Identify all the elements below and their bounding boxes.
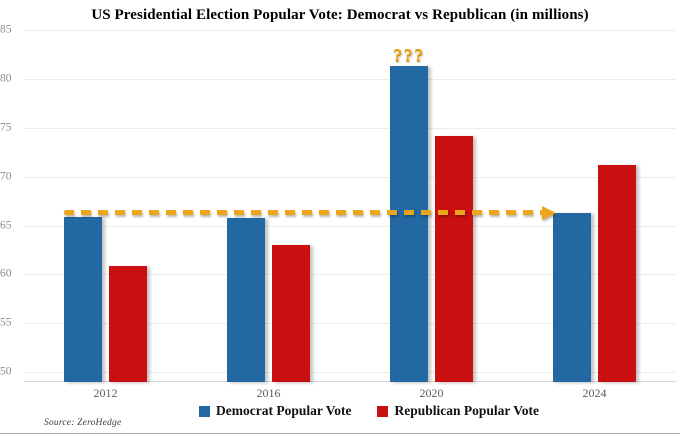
- dashed-trend-arrow: [63, 205, 556, 220]
- bar-group-2020: [350, 30, 513, 382]
- x-axis-tick-labels: 2012 2016 2020 2024: [24, 386, 676, 401]
- gridline-60: [24, 274, 676, 276]
- arrowhead-icon: [541, 205, 556, 220]
- x-axis-line: [24, 381, 676, 382]
- legend-label: Republican Popular Vote: [394, 403, 540, 418]
- democrat-swatch-icon: [198, 405, 210, 417]
- bar-group-2024: [513, 30, 676, 382]
- legend-label: Democrat Popular Vote: [215, 403, 352, 418]
- x-tick-label-2020: 2020: [419, 386, 444, 400]
- gridline-55: [24, 323, 676, 325]
- legend-item-republican: Republican Popular Vote: [377, 403, 539, 419]
- democrat-bar-2024: [553, 212, 591, 382]
- y-tick-label-65: 65: [0, 218, 12, 231]
- x-tick-label-2012: 2012: [93, 386, 118, 400]
- y-tick-label-60: 60: [0, 267, 12, 280]
- source-note: Source: ZeroHedge: [44, 418, 122, 428]
- bar-group-2012: [24, 30, 187, 382]
- chart-title: US Presidential Election Popular Vote: D…: [91, 7, 589, 23]
- plot-area: 50 55 60 65 70 75 80 85 ???: [0, 23, 676, 382]
- gridline-65: [24, 225, 676, 227]
- y-tick-label-70: 70: [0, 170, 12, 183]
- democrat-bar-2016: [227, 217, 265, 382]
- bar-group-2016: [187, 30, 350, 382]
- democrat-bar-2012: [64, 216, 102, 382]
- gridline-85: [24, 30, 676, 31]
- x-tick-label-2016: 2016: [256, 386, 281, 400]
- gridline-80: [24, 78, 676, 80]
- gridline-70: [24, 176, 676, 178]
- republican-swatch-icon: [377, 405, 389, 417]
- y-tick-label-75: 75: [0, 121, 12, 134]
- republican-bar-2024: [598, 164, 636, 382]
- republican-bar-2016: [272, 245, 310, 382]
- y-tick-label-85: 85: [0, 23, 12, 36]
- legend: Democrat Popular Vote Republican Popular …: [0, 403, 680, 419]
- legend-item-democrat: Democrat Popular Vote: [198, 403, 352, 419]
- bar-groups: [24, 30, 676, 382]
- arrow-dashes: [63, 209, 543, 215]
- y-tick-label-80: 80: [0, 72, 12, 85]
- gridline-75: [24, 127, 676, 129]
- question-marks-annotation: ???: [393, 45, 425, 66]
- republican-bar-2020: [435, 135, 473, 382]
- y-tick-label-55: 55: [0, 316, 12, 329]
- gridline-50: [24, 372, 676, 374]
- republican-bar-2012: [109, 265, 147, 382]
- democrat-bar-2020: [390, 66, 428, 382]
- bottom-divider: [0, 433, 680, 434]
- x-tick-label-2024: 2024: [582, 386, 607, 400]
- y-tick-label-50: 50: [0, 365, 12, 378]
